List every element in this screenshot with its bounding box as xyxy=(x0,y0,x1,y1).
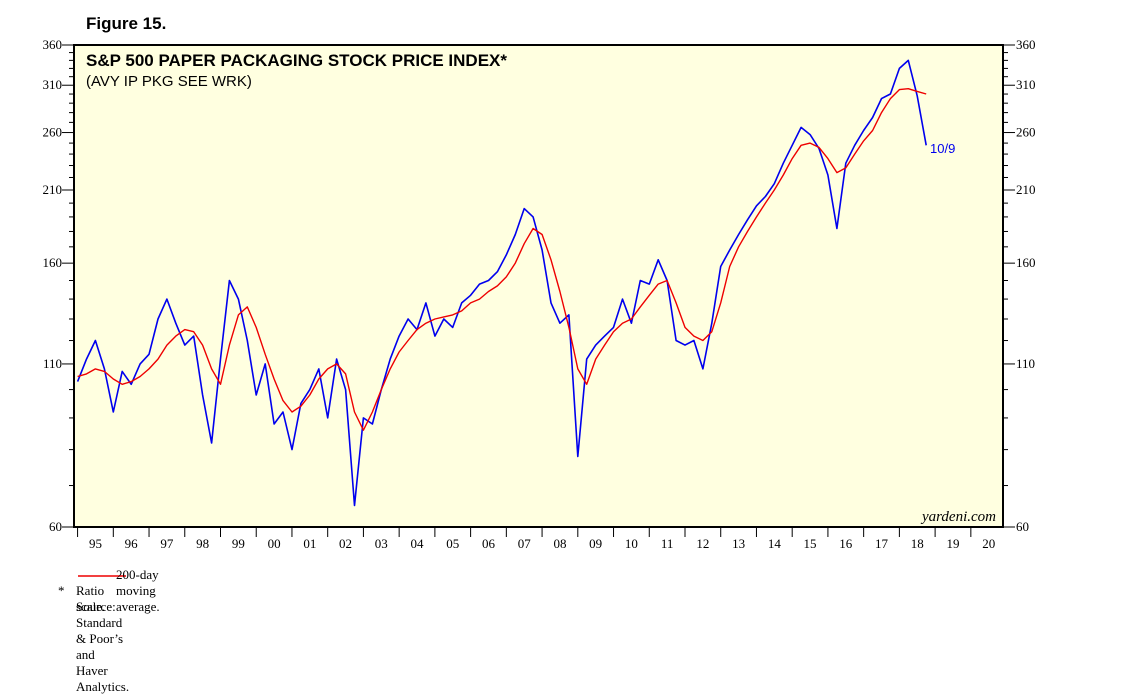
y-tick-label-left: 310 xyxy=(43,77,63,92)
x-tick-label: 16 xyxy=(839,536,853,551)
x-tick-label: 09 xyxy=(589,536,602,551)
y-tick-label-right: 110 xyxy=(1016,356,1035,371)
x-tick-label: 12 xyxy=(696,536,709,551)
last-date-label: 10/9 xyxy=(930,141,955,156)
x-tick-label: 97 xyxy=(160,536,174,551)
x-tick-label: 01 xyxy=(303,536,316,551)
y-tick-label-left: 260 xyxy=(43,125,63,140)
y-tick-label-left: 210 xyxy=(43,182,63,197)
y-tick-label-right: 360 xyxy=(1016,37,1036,52)
x-tick-label: 00 xyxy=(268,536,281,551)
y-tick-label-right: 60 xyxy=(1016,519,1029,534)
x-tick-label: 02 xyxy=(339,536,352,551)
x-tick-label: 17 xyxy=(875,536,889,551)
series-line-ma xyxy=(77,87,927,431)
series-line-index xyxy=(76,59,927,507)
plot-area xyxy=(74,45,1003,527)
x-tick-label: 11 xyxy=(661,536,674,551)
x-axis: 95 96 97 98 99 00 01 02 03 04 05 06 07 08 09 10 11 12 13 14… xyxy=(77,527,995,551)
y-axis-right: 60 110 160 210 260 310 360 xyxy=(1003,37,1036,534)
y-tick-label-left: 360 xyxy=(43,37,63,52)
x-tick-label: 13 xyxy=(732,536,745,551)
x-tick-label: 14 xyxy=(768,536,782,551)
y-tick-label-right: 260 xyxy=(1016,125,1036,140)
ratio-scale-note: Ratio scale. xyxy=(76,583,106,614)
legend-swatch-ma xyxy=(78,575,126,577)
y-tick-label-right: 310 xyxy=(1016,77,1036,92)
y-tick-label-right: 210 xyxy=(1016,182,1036,197)
y-tick-label-right: 160 xyxy=(1016,255,1036,270)
x-tick-label: 08 xyxy=(553,536,566,551)
x-tick-label: 98 xyxy=(196,536,209,551)
figure-label: Figure 15. xyxy=(86,14,167,33)
x-tick-label: 96 xyxy=(125,536,139,551)
y-axis-left: 60 110 160 210 260 310 360 xyxy=(43,37,74,534)
x-tick-label: 10 xyxy=(625,536,638,551)
x-tick-label: 99 xyxy=(232,536,245,551)
x-tick-label: 07 xyxy=(518,536,532,551)
legend-label-ma: 200-day moving average. xyxy=(116,567,160,614)
chart-title: S&P 500 PAPER PACKAGING STOCK PRICE INDE… xyxy=(86,51,507,70)
y-tick-label-left: 60 xyxy=(49,519,62,534)
source-text: Source: Standard & Poor’s and Haver Anal… xyxy=(76,599,130,694)
x-tick-label: 03 xyxy=(375,536,388,551)
y-tick-label-left: 110 xyxy=(43,356,62,371)
x-tick-label: 20 xyxy=(982,536,995,551)
x-tick-label: 15 xyxy=(804,536,817,551)
x-tick-label: 19 xyxy=(946,536,959,551)
x-tick-label: 06 xyxy=(482,536,496,551)
x-tick-label: 18 xyxy=(911,536,924,551)
y-tick-label-left: 160 xyxy=(43,255,63,270)
plot-frame xyxy=(73,44,1004,528)
watermark: yardeni.com xyxy=(920,509,996,525)
x-tick-label: 04 xyxy=(411,536,425,551)
x-tick-label: 05 xyxy=(446,536,459,551)
series-lines xyxy=(76,59,927,507)
chart-subtitle: (AVY IP PKG SEE WRK) xyxy=(86,73,252,90)
footnote-star: * xyxy=(58,583,65,598)
x-tick-label: 95 xyxy=(89,536,102,551)
